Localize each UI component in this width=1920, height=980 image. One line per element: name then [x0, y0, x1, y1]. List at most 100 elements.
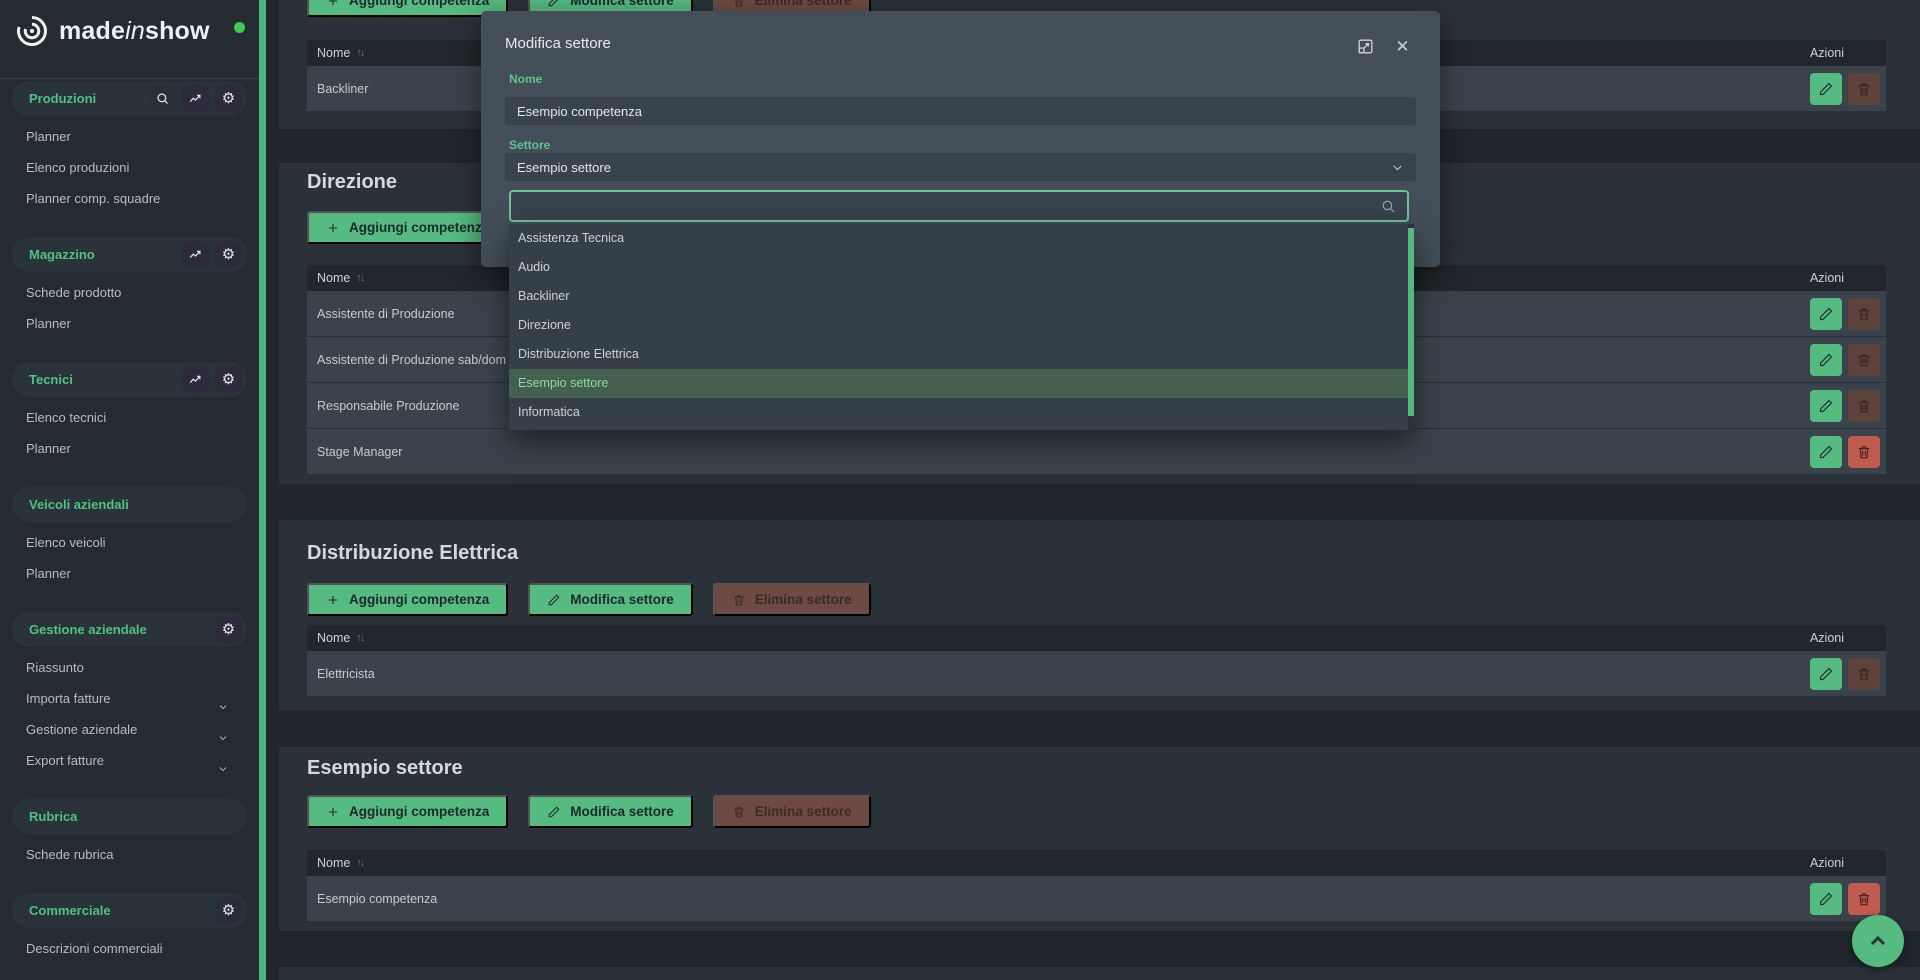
- nome-column-header[interactable]: Nome ↑↓: [307, 856, 365, 870]
- table-row: Esempio competenza: [307, 876, 1886, 921]
- delete-row-button[interactable]: [1848, 435, 1880, 468]
- sort-icon: ↑↓: [356, 857, 365, 869]
- nome-column-header[interactable]: Nome ↑↓: [307, 271, 365, 285]
- chart-icon[interactable]: [182, 85, 209, 112]
- sidebar-scrollbar[interactable]: [259, 0, 266, 980]
- modifica-settore-button[interactable]: Modifica settore: [528, 795, 693, 828]
- gear-icon[interactable]: ⚙: [215, 616, 242, 643]
- sidebar-section-icons: ⚙: [182, 366, 242, 393]
- add-competenza-label: Aggiungi competenza: [349, 804, 490, 819]
- sidebar-item-label: Elenco veicoli: [26, 535, 106, 550]
- sector-option[interactable]: Assistenza Tecnica: [518, 231, 625, 245]
- delete-row-button[interactable]: [1848, 343, 1880, 376]
- expand-icon[interactable]: [1356, 37, 1375, 56]
- row-name: Backliner: [317, 81, 369, 96]
- sidebar-section-2: Tecnici ⚙ Elenco tecnici Planner: [0, 362, 259, 464]
- settore-select[interactable]: Esempio settore: [505, 153, 1416, 181]
- modifica-settore-button[interactable]: Modifica settore: [528, 583, 693, 616]
- row-actions: [1810, 657, 1886, 690]
- sector-option[interactable]: Direzione: [518, 318, 571, 332]
- sidebar-section-header[interactable]: Rubrica: [12, 799, 247, 834]
- sidebar-item-label: Planner comp. squadre: [26, 191, 161, 206]
- sidebar-section-header[interactable]: Veicoli aziendali: [12, 487, 247, 522]
- sidebar-section-icons: ⚙: [215, 897, 242, 924]
- modifica-settore-label: Modifica settore: [570, 0, 674, 8]
- sidebar-item[interactable]: Descrizioni commerciali: [0, 933, 259, 964]
- sidebar-item[interactable]: Planner: [0, 308, 259, 339]
- sector-option[interactable]: Informatica: [518, 405, 580, 419]
- add-competenza-button[interactable]: Aggiungi competenza: [307, 0, 509, 17]
- sector-option[interactable]: Backliner: [518, 289, 570, 303]
- sidebar-item[interactable]: Planner: [0, 121, 259, 152]
- sidebar-section-header[interactable]: Tecnici ⚙: [12, 362, 247, 397]
- edit-row-button[interactable]: [1810, 297, 1842, 330]
- chart-icon[interactable]: [182, 241, 209, 268]
- sidebar-section-header[interactable]: Commerciale ⚙: [12, 893, 247, 928]
- scroll-to-top-button[interactable]: [1852, 915, 1904, 967]
- add-competenza-button[interactable]: Aggiungi competenza: [307, 795, 509, 828]
- delete-row-button[interactable]: [1848, 882, 1880, 915]
- sidebar-section-icons: ⚙: [149, 85, 242, 112]
- sidebar-item[interactable]: Gestione aziendale: [0, 714, 259, 745]
- gear-icon[interactable]: ⚙: [215, 366, 242, 393]
- close-icon[interactable]: ✕: [1395, 37, 1410, 56]
- add-competenza-button[interactable]: Aggiungi competenza: [307, 211, 509, 244]
- sidebar-item[interactable]: Riassunto: [0, 652, 259, 683]
- sector-option[interactable]: Distribuzione Elettrica: [518, 347, 639, 361]
- sector-search-input[interactable]: [509, 190, 1409, 222]
- sidebar-item[interactable]: Planner comp. squadre: [0, 183, 259, 214]
- elimina-settore-button[interactable]: Elimina settore: [712, 583, 871, 616]
- row-actions: [1810, 72, 1886, 105]
- gear-icon[interactable]: ⚙: [215, 241, 242, 268]
- elimina-settore-button[interactable]: Elimina settore: [712, 795, 871, 828]
- sidebar-item[interactable]: Schede rubrica: [0, 839, 259, 870]
- row-name: Assistente di Produzione sab/dom: [317, 352, 506, 367]
- edit-row-button[interactable]: [1810, 343, 1842, 376]
- gear-icon[interactable]: ⚙: [215, 897, 242, 924]
- search-icon[interactable]: [149, 85, 176, 112]
- delete-row-button[interactable]: [1848, 657, 1880, 690]
- delete-row-button[interactable]: [1848, 72, 1880, 105]
- add-competenza-button[interactable]: Aggiungi competenza: [307, 583, 509, 616]
- row-name: Responsabile Produzione: [317, 398, 460, 413]
- sidebar-item[interactable]: Importa fatture: [0, 683, 259, 714]
- sidebar-item-label: Planner: [26, 441, 71, 456]
- table-rows: Elettricista: [307, 651, 1886, 697]
- sidebar-section-header[interactable]: Magazzino ⚙: [12, 237, 247, 272]
- sort-icon: ↑↓: [356, 632, 365, 644]
- sidebar-item[interactable]: Elenco produzioni: [0, 152, 259, 183]
- dropdown-scrollbar-track[interactable]: [1408, 224, 1414, 430]
- sidebar-section-header[interactable]: Produzioni ⚙: [12, 81, 247, 116]
- sector-option[interactable]: Audio: [518, 260, 550, 274]
- row-name: Assistente di Produzione: [317, 306, 455, 321]
- delete-row-button[interactable]: [1848, 389, 1880, 422]
- modifica-settore-label: Modifica settore: [570, 592, 674, 607]
- sidebar-item[interactable]: Elenco tecnici: [0, 402, 259, 433]
- edit-row-button[interactable]: [1810, 435, 1842, 468]
- sidebar-item[interactable]: Elenco veicoli: [0, 527, 259, 558]
- chevron-up-icon: [1870, 935, 1886, 946]
- nome-header-label: Nome: [317, 271, 351, 285]
- sidebar-section-header[interactable]: Gestione aziendale ⚙: [12, 612, 247, 647]
- edit-row-button[interactable]: [1810, 72, 1842, 105]
- sidebar-item[interactable]: Planner: [0, 433, 259, 464]
- sidebar-item[interactable]: Export fatture: [0, 745, 259, 776]
- gear-icon[interactable]: ⚙: [215, 85, 242, 112]
- section-title: Esempio settore: [307, 757, 463, 779]
- table-header-row: Nome ↑↓ Azioni: [307, 850, 1886, 876]
- edit-row-button[interactable]: [1810, 657, 1842, 690]
- nome-column-header[interactable]: Nome ↑↓: [307, 631, 365, 645]
- sidebar-item[interactable]: Planner: [0, 558, 259, 589]
- sidebar-section-3: Veicoli aziendali Elenco veicoli Planner: [0, 487, 259, 589]
- edit-row-button[interactable]: [1810, 389, 1842, 422]
- nome-input[interactable]: Esempio competenza: [505, 97, 1416, 125]
- sidebar-item-label: Planner: [26, 316, 71, 331]
- dropdown-scrollbar-thumb[interactable]: [1408, 228, 1414, 416]
- edit-row-button[interactable]: [1810, 882, 1842, 915]
- nome-column-header[interactable]: Nome ↑↓: [307, 46, 365, 60]
- sidebar-item[interactable]: Schede prodotto: [0, 277, 259, 308]
- sector-option[interactable]: Esempio settore: [509, 369, 1414, 398]
- chart-icon[interactable]: [182, 366, 209, 393]
- delete-row-button[interactable]: [1848, 297, 1880, 330]
- elimina-settore-label: Elimina settore: [754, 0, 852, 8]
